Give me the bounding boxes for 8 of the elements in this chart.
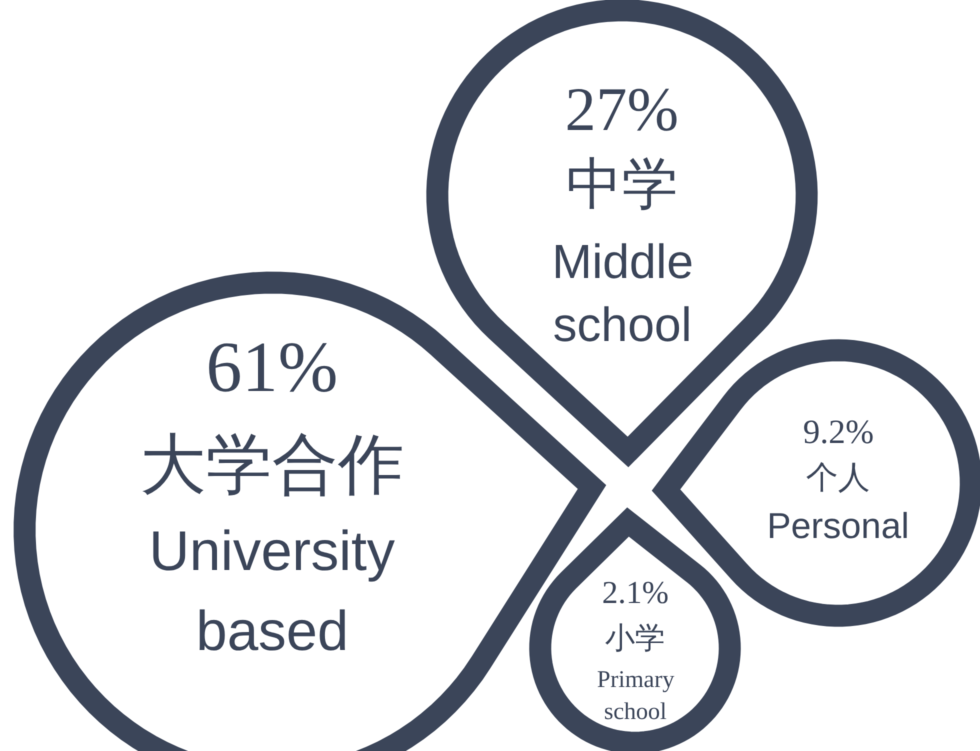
data-label: 9.2%	[803, 414, 874, 451]
category-label: 大学合作 University based	[140, 429, 404, 662]
category-label: 个人 Personal	[767, 459, 910, 546]
data-label: 27%	[565, 76, 679, 144]
category-label: 中学 Middle school	[552, 154, 694, 352]
data-label: 2.1%	[602, 574, 669, 610]
data-label: 61%	[206, 327, 338, 407]
category-label: 小学 Primary school	[597, 622, 674, 725]
